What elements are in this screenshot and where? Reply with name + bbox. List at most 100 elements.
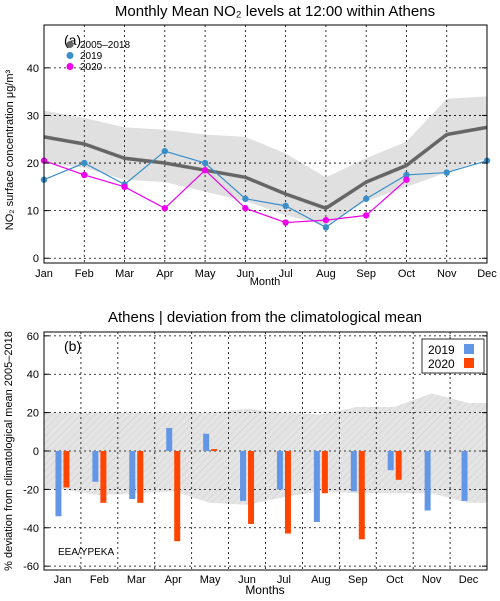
bar [174, 451, 181, 542]
legend-marker [66, 52, 74, 59]
legend-label: 2005–2018 [80, 40, 130, 51]
data-point [81, 159, 88, 167]
y-tick-label: 0 [33, 446, 39, 458]
bar [100, 451, 107, 503]
x-tick-label: Nov [422, 574, 442, 586]
legend-label: 2020 [80, 62, 103, 73]
variability-range-band [44, 393, 487, 505]
legend-label: 2019 [428, 343, 455, 357]
series-line [43, 150, 488, 229]
x-tick-label: Sep [356, 268, 376, 280]
bar [92, 451, 99, 482]
x-tick-label: Nov [437, 268, 457, 280]
panel-b-title: Athens | deviation from the climatologic… [108, 309, 422, 326]
x-tick-label: Feb [75, 268, 94, 280]
x-tick-label: May [195, 268, 216, 280]
legend-label: 2020 [428, 357, 455, 371]
y-tick-label: 0 [33, 253, 39, 265]
bar [424, 451, 431, 511]
data-point [322, 216, 330, 224]
x-tick-label: Dec [459, 574, 479, 586]
bar [350, 451, 357, 492]
x-tick-label: Jan [54, 574, 72, 586]
bar [129, 451, 136, 499]
bar [203, 433, 210, 451]
data-point [201, 166, 209, 174]
x-tick-label: Feb [90, 574, 109, 586]
data-point [443, 169, 450, 176]
y-tick-label: 40 [27, 63, 39, 75]
data-point [362, 212, 370, 219]
panel-b-bars [55, 427, 468, 542]
data-point [403, 171, 410, 179]
x-tick-label: Mar [115, 268, 134, 280]
data-point [362, 195, 370, 202]
data-point [81, 171, 88, 179]
data-point [242, 205, 249, 212]
bar [313, 451, 320, 523]
panel-b-y-axis-label: % deviation from climatological mean 200… [3, 331, 15, 571]
bar [240, 451, 247, 501]
panel-b-x-tick-labels: Jan Feb Mar Apr May Jun Jul Aug Sep Oct Nov Dec [54, 574, 479, 586]
data-point [242, 195, 249, 202]
data-point [161, 147, 169, 155]
y-tick-label: 20 [27, 408, 39, 420]
series-2020 [40, 157, 410, 226]
panel-b-y-tick-labels: -60 -40 -20 0 20 40 60 [23, 331, 487, 573]
data-point [322, 224, 330, 231]
panel-a-x-axis-label: Month [250, 276, 281, 288]
bar [461, 451, 468, 501]
legend-label: 2019 [80, 51, 103, 62]
bar [387, 451, 394, 471]
legend-marker [66, 63, 74, 70]
series-2020 [63, 449, 402, 542]
panel-b-grid [44, 332, 487, 570]
x-tick-label: Mar [127, 574, 146, 586]
data-point [201, 159, 209, 167]
x-tick-label: Jan [35, 268, 53, 280]
panel-b-x-axis-label: Months [245, 583, 284, 597]
x-tick-label: Jun [238, 574, 256, 586]
bar [166, 427, 173, 451]
legend-swatch [464, 358, 474, 368]
series-line [43, 125, 488, 211]
x-tick-label: Apr [165, 574, 182, 586]
y-tick-label: -60 [23, 561, 39, 573]
panel-a-frame [43, 24, 488, 264]
series-line [43, 160, 407, 224]
bar [284, 451, 291, 534]
panel-a-grid [44, 25, 487, 263]
bar [55, 451, 62, 517]
x-tick-label: Oct [386, 574, 403, 586]
bar [395, 451, 402, 480]
x-tick-label: Jul [279, 268, 293, 280]
y-tick-label: 60 [27, 331, 39, 343]
panel-b-variability-band [44, 393, 487, 505]
x-tick-label: Jun [236, 268, 254, 280]
data-point [282, 202, 289, 210]
y-tick-label: 40 [27, 369, 39, 381]
y-tick-label: -20 [23, 484, 39, 496]
panel-a-y-axis-label: NO₂ surface concentration μg/m³ [4, 69, 16, 230]
x-tick-label: Dec [477, 268, 497, 280]
panel-a-line-chart: Monthly Mean NO₂ levels at 12:00 within … [4, 3, 497, 288]
y-tick-label: 30 [27, 110, 39, 122]
data-point [161, 205, 169, 212]
bar [276, 451, 283, 490]
bar [137, 451, 144, 503]
x-tick-label: Oct [398, 268, 415, 280]
y-tick-label: -40 [23, 523, 39, 535]
data-point [121, 183, 128, 191]
panel-a-title: Monthly Mean NO₂ levels at 12:00 within … [115, 3, 435, 20]
bar [321, 451, 328, 494]
x-tick-label: Aug [316, 268, 336, 280]
panel-a-x-tick-labels: Jan Feb Mar Apr May Jun Jul Aug Sep Oct Nov Dec [35, 268, 497, 280]
x-tick-label: Sep [348, 574, 368, 586]
series-2019 [55, 427, 468, 523]
bar [211, 449, 218, 451]
panel-a-y-tick-labels: 0 10 20 30 40 [27, 63, 487, 265]
bar [248, 451, 255, 524]
